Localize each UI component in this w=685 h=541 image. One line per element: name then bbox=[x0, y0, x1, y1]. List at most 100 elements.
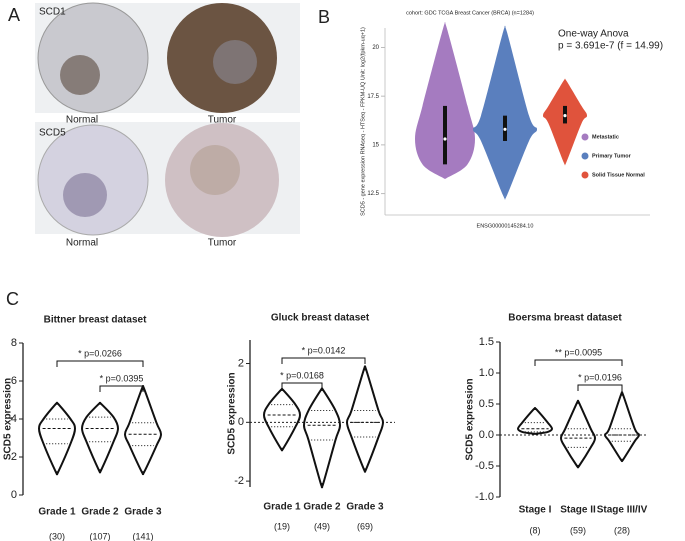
count-label: (107) bbox=[89, 531, 110, 541]
significance-bracket bbox=[281, 357, 366, 364]
violin-body bbox=[603, 391, 641, 463]
ihc-stain bbox=[60, 55, 100, 95]
ihc-core bbox=[37, 2, 149, 114]
y-axis-label: SCD5 expression bbox=[3, 378, 14, 460]
chart: -1.0 -0.5 0.0 0.5 1.0 1.5 Boersma breast datas… bbox=[465, 313, 648, 535]
median-dot bbox=[503, 127, 507, 131]
count-label: (59) bbox=[570, 525, 586, 535]
y-tick-label: 17.5 bbox=[367, 94, 379, 100]
count-label: (30) bbox=[49, 531, 65, 541]
y-tick-label: 0.0 bbox=[479, 429, 494, 441]
violin-body bbox=[415, 22, 475, 179]
caption: Tumor bbox=[208, 238, 237, 249]
chart: 0 2 4 6 8 Bittner breast dataset SCD5 expressi… bbox=[3, 315, 162, 541]
x-axis-label: ENSG00000145284.10 bbox=[477, 223, 534, 229]
legend-label: Primary Tumor bbox=[592, 153, 632, 159]
median-dot bbox=[563, 114, 567, 118]
legend-swatch bbox=[581, 171, 589, 179]
violin-body bbox=[473, 25, 537, 200]
significance-label: * p=0.0142 bbox=[302, 345, 346, 355]
violin-body bbox=[80, 401, 120, 474]
count-label: (28) bbox=[614, 525, 630, 535]
significance-bracket bbox=[534, 359, 623, 366]
significance-bracket bbox=[56, 360, 144, 367]
y-tick-label: 1.0 bbox=[479, 367, 494, 379]
x-tick-label: Grade 1 bbox=[263, 502, 301, 513]
violin-body bbox=[37, 401, 77, 476]
y-tick-label: 6 bbox=[11, 375, 17, 387]
chart: -2 0 2 Gluck breast dataset SCD5 expression G… bbox=[227, 313, 395, 531]
x-tick-label: Stage III/IV bbox=[597, 505, 648, 516]
y-axis-label: SCD5 expression bbox=[465, 378, 476, 460]
x-tick-label: Stage I bbox=[519, 505, 552, 516]
y-tick-label: 0 bbox=[11, 489, 17, 501]
y-tick-label: 0.5 bbox=[479, 398, 494, 410]
annotation: p = 3.691e-7 (f = 14.99) bbox=[558, 41, 663, 52]
median-dot bbox=[443, 137, 447, 141]
panel-label: B bbox=[318, 7, 330, 27]
significance-label: * p=0.0395 bbox=[100, 373, 144, 383]
y-tick-label: 4 bbox=[11, 413, 17, 425]
y-tick-label: 12.5 bbox=[367, 191, 379, 197]
chart-title: cohort: GDC TCGA Breast Cancer (BRCA) (n… bbox=[406, 10, 534, 16]
y-tick-label: 2 bbox=[238, 357, 244, 369]
y-tick-label: -1.0 bbox=[475, 491, 494, 503]
y-tick-label: 1.5 bbox=[479, 336, 494, 348]
legend-label: Solid Tissue Normal bbox=[592, 172, 645, 178]
x-tick-label: Grade 2 bbox=[81, 507, 119, 518]
caption: Normal bbox=[66, 115, 98, 126]
significance-label: * p=0.0168 bbox=[280, 370, 324, 380]
ihc-stroma bbox=[213, 40, 257, 84]
count-label: (69) bbox=[357, 521, 373, 531]
annotation: One-way Anova bbox=[558, 29, 629, 40]
x-tick-label: Stage II bbox=[560, 505, 596, 516]
count-label: (8) bbox=[530, 525, 541, 535]
legend-swatch bbox=[581, 152, 589, 160]
significance-bracket bbox=[281, 382, 323, 389]
violin-body bbox=[262, 387, 302, 452]
panel-label: C bbox=[6, 289, 19, 309]
significance-label: * p=0.0266 bbox=[78, 348, 122, 358]
count-label: (19) bbox=[274, 521, 290, 531]
panel-a-images bbox=[35, 2, 300, 237]
y-axis-label: SCD5 - gene expression RNAseq - HTSeq - … bbox=[360, 27, 366, 216]
x-tick-label: Grade 3 bbox=[124, 507, 162, 518]
violin-body bbox=[559, 399, 597, 469]
x-tick-label: Grade 2 bbox=[303, 502, 341, 513]
chart-title: Bittner breast dataset bbox=[44, 315, 147, 326]
y-tick-label: 20 bbox=[372, 45, 379, 51]
panel-label: A bbox=[8, 5, 20, 25]
ihc-stain bbox=[63, 173, 107, 217]
violin-body bbox=[345, 365, 385, 473]
significance-label: * p=0.0196 bbox=[578, 372, 622, 382]
chart-title: Gluck breast dataset bbox=[271, 313, 370, 324]
row-label: SCD5 bbox=[39, 128, 66, 139]
significance-bracket bbox=[99, 385, 144, 392]
count-label: (49) bbox=[314, 521, 330, 531]
significance-label: ** p=0.0095 bbox=[555, 347, 602, 357]
caption: Normal bbox=[66, 238, 98, 249]
chart: 12.5 15 17.5 20 cohort: GDC TCGA Breast Canc… bbox=[360, 10, 663, 229]
row-label: SCD1 bbox=[39, 7, 66, 18]
y-axis-label: SCD5 expression bbox=[227, 372, 238, 454]
y-tick-label: 0 bbox=[238, 416, 244, 428]
violin-body bbox=[302, 387, 342, 489]
chart-title: Boersma breast dataset bbox=[508, 313, 622, 324]
y-tick-label: 15 bbox=[372, 142, 379, 148]
legend-label: Metastatic bbox=[592, 134, 619, 140]
y-tick-label: 2 bbox=[11, 451, 17, 463]
x-tick-label: Grade 1 bbox=[38, 507, 76, 518]
count-label: (141) bbox=[132, 531, 153, 541]
y-tick-label: -0.5 bbox=[475, 460, 494, 472]
iqr-box bbox=[443, 105, 447, 165]
y-tick-label: -2 bbox=[234, 475, 244, 487]
y-tick-label: 8 bbox=[11, 337, 17, 349]
significance-bracket bbox=[577, 384, 623, 391]
ihc-stain bbox=[190, 145, 240, 195]
violin-body bbox=[516, 406, 554, 435]
x-tick-label: Grade 3 bbox=[346, 502, 384, 513]
caption: Tumor bbox=[208, 115, 237, 126]
violin-body bbox=[123, 385, 163, 476]
legend-swatch bbox=[581, 133, 589, 141]
